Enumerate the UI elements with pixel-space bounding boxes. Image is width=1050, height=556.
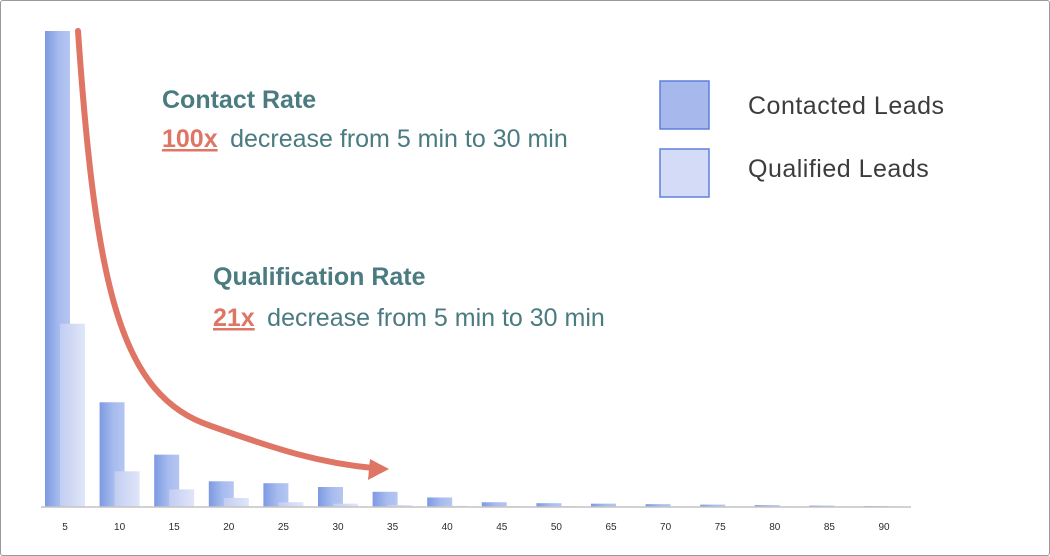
legend-label-contacted: Contacted Leads: [748, 92, 945, 120]
x-tick-labels: 5 10 15 20 25 30 35 40 45 50 65 70 75 80 85 90: [62, 522, 890, 533]
bar-qualified-5: [60, 323, 85, 507]
legend-label-qualified: Qualified Leads: [748, 155, 929, 183]
bar-contacted-50: [536, 503, 562, 507]
bar-qualified-30: [333, 503, 358, 507]
bar-contacted-65: [591, 503, 616, 507]
qualification-rate-title: Qualification Rate: [213, 263, 426, 291]
x-tick-label: 25: [278, 522, 290, 533]
bar-contacted-70: [645, 504, 671, 507]
contact-rate-line: 100x decrease from 5 min to 30 min: [162, 125, 568, 153]
bar-qualified-10: [114, 471, 140, 507]
bar-contacted-75: [700, 504, 726, 507]
contact-rate-text: decrease from 5 min to 30 min: [230, 125, 568, 153]
x-tick-label: 85: [824, 522, 836, 533]
bar-contacted-30: [318, 487, 343, 507]
x-tick-label: 70: [660, 522, 672, 533]
qualification-rate-multiplier: 21x: [213, 304, 255, 332]
bar-qualified-15: [169, 489, 195, 507]
bars-layer: [45, 31, 904, 507]
bar-contacted-80: [754, 505, 780, 507]
qualification-rate-line: 21x decrease from 5 min to 30 min: [213, 304, 605, 332]
x-tick-label: 65: [605, 522, 617, 533]
x-tick-label: 20: [223, 522, 235, 533]
legend-swatch-contacted: [659, 80, 710, 130]
x-tick-label: 15: [169, 522, 181, 533]
bar-qualified-20: [223, 497, 249, 507]
decay-arrow-head: [368, 459, 389, 480]
bar-contacted-40: [427, 497, 453, 507]
legend: Contacted Leads Qualified Leads: [659, 80, 945, 198]
legend-swatch-qualified: [659, 148, 710, 198]
bar-qualified-25: [278, 502, 304, 507]
bar-contacted-45: [481, 502, 507, 507]
x-tick-label: 75: [715, 522, 727, 533]
x-tick-label: 90: [878, 522, 890, 533]
x-tick-label: 40: [442, 522, 454, 533]
x-tick-label: 80: [769, 522, 781, 533]
x-tick-label: 45: [496, 522, 508, 533]
x-tick-label: 5: [62, 522, 68, 533]
bar-contacted-25: [263, 483, 289, 507]
x-tick-label: 30: [332, 522, 344, 533]
bar-contacted-35: [372, 491, 398, 507]
x-tick-label: 50: [551, 522, 563, 533]
contact-rate-multiplier: 100x: [162, 125, 218, 153]
qualification-rate-text: decrease from 5 min to 30 min: [267, 304, 605, 332]
decay-arrow: [75, 28, 376, 471]
contact-rate-title: Contact Rate: [162, 86, 316, 114]
x-tick-label: 10: [114, 522, 126, 533]
x-tick-label: 35: [387, 522, 399, 533]
bar-qualified-35: [387, 505, 413, 507]
